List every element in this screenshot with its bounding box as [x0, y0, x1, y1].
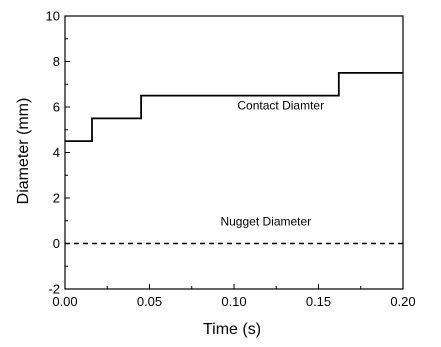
- contact-diameter-line: [65, 72, 403, 143]
- y-tick-label: 4: [53, 145, 60, 160]
- y-tick-label: -2: [48, 282, 60, 297]
- y-axis-ticks: -2 0 2 4 6 8 10: [46, 9, 70, 297]
- y-tick-label: 8: [53, 54, 60, 69]
- y-tick-label: 10: [46, 9, 60, 24]
- plot-border: [64, 15, 404, 290]
- x-tick-label: 0.05: [137, 294, 162, 309]
- series-layer: [65, 72, 403, 245]
- y-axis-title: Diameter (mm): [15, 98, 32, 205]
- x-tick-label: 0.20: [390, 294, 415, 309]
- annotation-layer: Contact Diamter Nugget Diameter: [220, 98, 324, 228]
- x-tick-label: 0.10: [221, 294, 246, 309]
- x-axis-ticks: 0.00 0.05 0.10 0.15 0.20: [52, 284, 416, 309]
- plot-frame: [64, 15, 404, 290]
- y-tick-label: 0: [53, 236, 60, 251]
- x-tick-label: 0.15: [306, 294, 331, 309]
- y-tick-label: 6: [53, 100, 60, 115]
- x-tick-label: 0.00: [52, 294, 77, 309]
- y-tick-label: 2: [53, 191, 60, 206]
- x-axis-title: Time (s): [203, 321, 261, 338]
- contact-diameter-label: Contact Diamter: [237, 98, 324, 112]
- nugget-diameter-label: Nugget Diameter: [220, 214, 311, 228]
